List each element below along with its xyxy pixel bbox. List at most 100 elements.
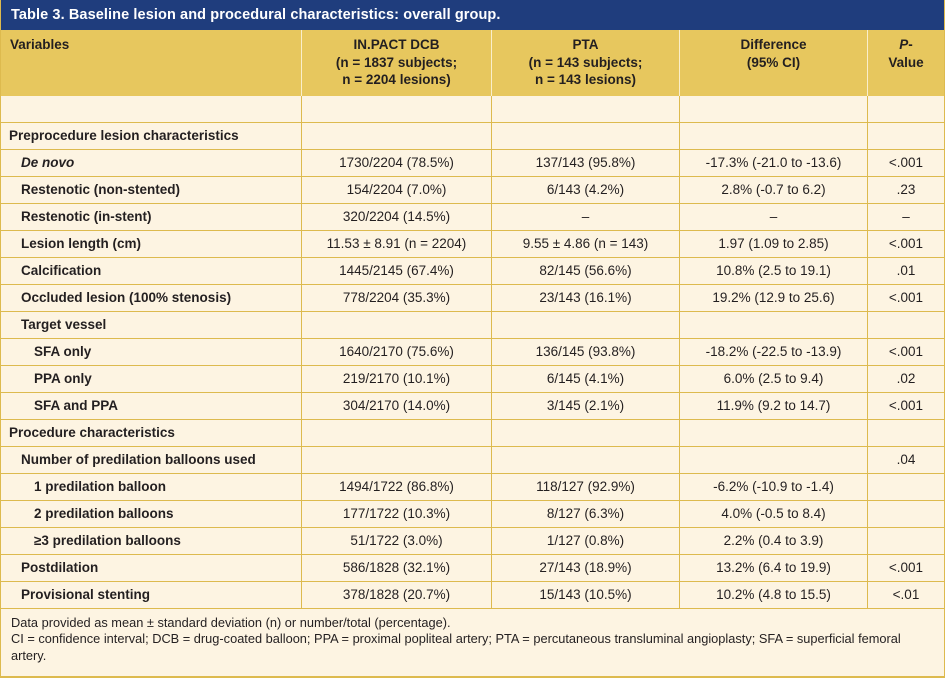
row-value-difference	[680, 311, 868, 339]
row-value-p: –	[868, 203, 944, 231]
row-value-p	[868, 473, 944, 501]
row-value-dcb: 320/2204 (14.5%)	[302, 203, 492, 231]
footnote-line: Data provided as mean ± standard deviati…	[11, 614, 451, 630]
row-value-p: <.001	[868, 149, 944, 177]
row-label: Calcification	[21, 263, 102, 279]
row-value-dcb	[302, 419, 492, 447]
row-value-p: <.001	[868, 230, 944, 258]
row-value-p	[868, 122, 944, 150]
row-value-dcb: 177/1722 (10.3%)	[302, 500, 492, 528]
table-row: SFA and PPA 304/2170 (14.0%) 3/145 (2.1%…	[1, 392, 944, 420]
column-header-p-value: P- Value	[868, 30, 944, 96]
row-value-dcb: 1445/2145 (67.4%)	[302, 257, 492, 285]
row-value-difference: 2.8% (-0.7 to 6.2)	[680, 176, 868, 204]
row-value-p: <.001	[868, 284, 944, 312]
row-value-dcb: 1640/2170 (75.6%)	[302, 338, 492, 366]
row-value-pta: 137/143 (95.8%)	[492, 149, 680, 177]
column-header-inpact-dcb: IN.PACT DCB (n = 1837 subjects; n = 2204…	[302, 30, 492, 96]
row-value-difference	[680, 95, 868, 123]
row-value-pta: 3/145 (2.1%)	[492, 392, 680, 420]
row-value-pta: 23/143 (16.1%)	[492, 284, 680, 312]
row-value-dcb: 154/2204 (7.0%)	[302, 176, 492, 204]
table-row: Lesion length (cm) 11.53 ± 8.91 (n = 220…	[1, 230, 944, 258]
row-value-p	[868, 500, 944, 528]
row-label: Target vessel	[21, 317, 107, 333]
row-label: De novo	[21, 155, 75, 171]
table-row: Restenotic (non-stented) 154/2204 (7.0%)…	[1, 176, 944, 204]
table-title-bar: Table 3. Baseline lesion and procedural …	[1, 0, 944, 30]
row-value-p	[868, 95, 944, 123]
row-value-pta: 15/143 (10.5%)	[492, 581, 680, 609]
column-header-difference: Difference (95% CI)	[680, 30, 868, 96]
row-value-pta	[492, 446, 680, 474]
row-value-difference: 11.9% (9.2 to 14.7)	[680, 392, 868, 420]
table-row: Target vessel	[1, 311, 944, 339]
row-value-pta: 1/127 (0.8%)	[492, 527, 680, 555]
row-value-pta	[492, 122, 680, 150]
row-value-pta: 27/143 (18.9%)	[492, 554, 680, 582]
row-value-pta: 136/145 (93.8%)	[492, 338, 680, 366]
row-value-pta: 8/127 (6.3%)	[492, 500, 680, 528]
row-value-dcb	[302, 446, 492, 474]
row-value-dcb: 304/2170 (14.0%)	[302, 392, 492, 420]
row-value-difference: -18.2% (-22.5 to -13.9)	[680, 338, 868, 366]
row-value-difference: 4.0% (-0.5 to 8.4)	[680, 500, 868, 528]
table-row	[1, 95, 944, 123]
row-value-dcb: 51/1722 (3.0%)	[302, 527, 492, 555]
row-value-difference: -6.2% (-10.9 to -1.4)	[680, 473, 868, 501]
table-row: De novo 1730/2204 (78.5%) 137/143 (95.8%…	[1, 149, 944, 177]
table-row: PPA only 219/2170 (10.1%) 6/145 (4.1%) 6…	[1, 365, 944, 393]
row-label: Number of predilation balloons used	[21, 452, 256, 468]
table-row: Procedure characteristics	[1, 419, 944, 447]
row-value-pta: 9.55 ± 4.86 (n = 143)	[492, 230, 680, 258]
table-title: Table 3. Baseline lesion and procedural …	[11, 7, 501, 23]
row-value-difference: 10.8% (2.5 to 19.1)	[680, 257, 868, 285]
row-value-pta	[492, 311, 680, 339]
row-label: Restenotic (in-stent)	[21, 209, 152, 225]
row-label: Provisional stenting	[21, 587, 151, 603]
table-row: ≥3 predilation balloons 51/1722 (3.0%) 1…	[1, 527, 944, 555]
row-label: SFA only	[34, 344, 92, 360]
row-value-p: <.001	[868, 392, 944, 420]
characteristics-table: Variables IN.PACT DCB (n = 1837 subjects…	[1, 30, 944, 609]
table-body: Preprocedure lesion characteristics De n…	[1, 95, 944, 609]
table-row: 2 predilation balloons 177/1722 (10.3%) …	[1, 500, 944, 528]
row-value-p: .02	[868, 365, 944, 393]
row-value-pta: –	[492, 203, 680, 231]
column-header-variables: Variables	[1, 30, 302, 96]
row-value-p: .01	[868, 257, 944, 285]
row-value-pta: 82/145 (56.6%)	[492, 257, 680, 285]
row-label: SFA and PPA	[34, 398, 119, 414]
row-label: Occluded lesion (100% stenosis)	[21, 290, 232, 306]
row-value-difference: -17.3% (-21.0 to -13.6)	[680, 149, 868, 177]
table-row: Occluded lesion (100% stenosis) 778/2204…	[1, 284, 944, 312]
row-value-difference: 1.97 (1.09 to 2.85)	[680, 230, 868, 258]
table-row: Calcification 1445/2145 (67.4%) 82/145 (…	[1, 257, 944, 285]
row-value-difference: –	[680, 203, 868, 231]
row-value-pta: 118/127 (92.9%)	[492, 473, 680, 501]
row-value-p: .04	[868, 446, 944, 474]
row-value-difference: 10.2% (4.8 to 15.5)	[680, 581, 868, 609]
table-row: Preprocedure lesion characteristics	[1, 122, 944, 150]
row-value-difference: 6.0% (2.5 to 9.4)	[680, 365, 868, 393]
table-row: SFA only 1640/2170 (75.6%) 136/145 (93.8…	[1, 338, 944, 366]
row-value-dcb	[302, 311, 492, 339]
row-value-dcb: 11.53 ± 8.91 (n = 2204)	[302, 230, 492, 258]
row-value-difference: 19.2% (12.9 to 25.6)	[680, 284, 868, 312]
row-label: PPA only	[34, 371, 92, 387]
row-label: Restenotic (non-stented)	[21, 182, 181, 198]
row-value-p: <.01	[868, 581, 944, 609]
row-value-p	[868, 527, 944, 555]
row-label: Procedure characteristics	[9, 425, 175, 441]
row-label: Postdilation	[21, 560, 99, 576]
table-row: Provisional stenting 378/1828 (20.7%) 15…	[1, 581, 944, 609]
table-footnotes: Data provided as mean ± standard deviati…	[1, 609, 944, 671]
row-value-p	[868, 311, 944, 339]
row-value-dcb: 378/1828 (20.7%)	[302, 581, 492, 609]
row-value-p	[868, 419, 944, 447]
table-row: Number of predilation balloons used .04	[1, 446, 944, 474]
row-value-dcb: 778/2204 (35.3%)	[302, 284, 492, 312]
row-label: 1 predilation balloon	[34, 479, 167, 495]
row-label: Preprocedure lesion characteristics	[9, 128, 239, 144]
row-value-difference	[680, 122, 868, 150]
